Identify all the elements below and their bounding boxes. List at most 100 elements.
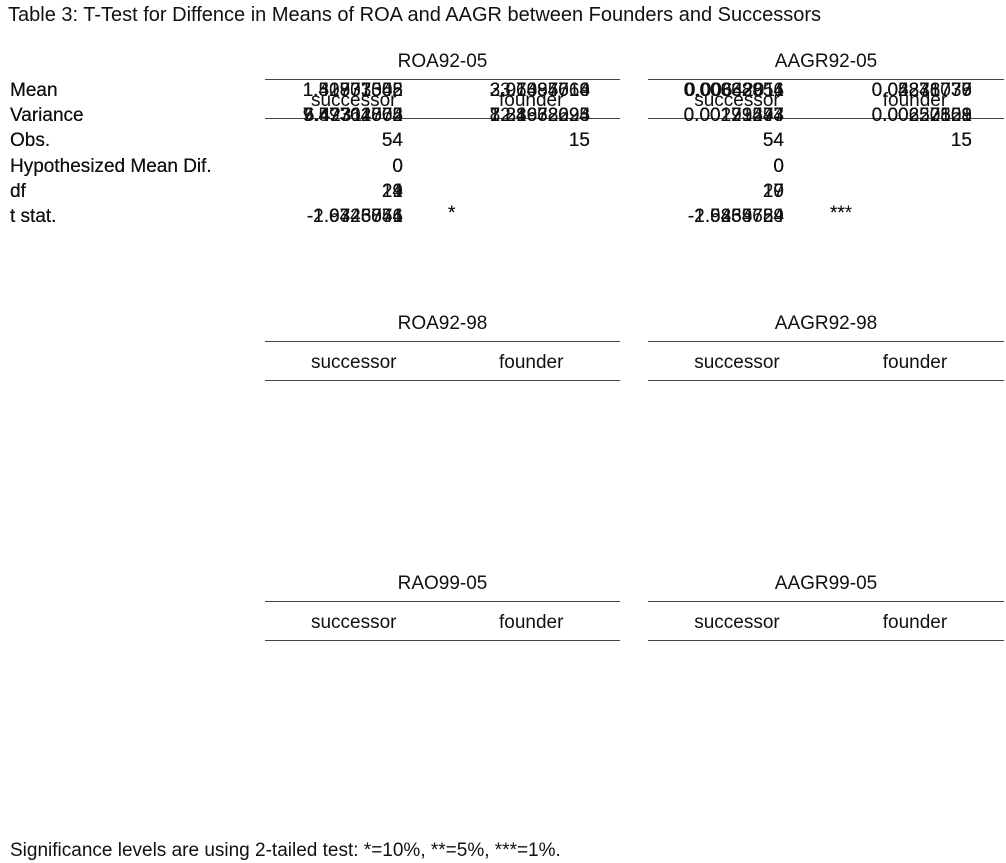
- row-label: t stat.: [10, 206, 57, 227]
- group-rule: [265, 601, 620, 602]
- cell-founder: 0.00252829: [871, 105, 972, 127]
- row-label: Hypothesized Mean Dif.: [10, 155, 212, 177]
- cell-successor: 0: [773, 155, 784, 177]
- cell-founder: 15: [950, 130, 972, 152]
- group-rule: [648, 341, 1004, 342]
- col-header-successor: successor: [694, 90, 780, 111]
- cell-founder: 3.06034066: [489, 80, 590, 101]
- cell-successor: 54: [762, 130, 784, 152]
- row-label: df: [10, 180, 26, 202]
- cell-successor: 0: [392, 155, 403, 177]
- cell-successor: 0.00368856: [683, 80, 784, 101]
- cell-successor: 1.32701058: [302, 80, 403, 101]
- row-label: t stat.: [10, 206, 57, 227]
- significance-stars: **: [830, 203, 845, 224]
- group-title: AAGR99-05: [774, 573, 878, 594]
- cell-founder: 2.97485714: [489, 80, 590, 101]
- cell-successor: 21: [381, 180, 403, 202]
- row-label: Variance: [10, 105, 84, 127]
- cell-successor: -2.6254724: [687, 206, 784, 227]
- cell-successor: 0.00642011: [685, 80, 784, 101]
- row-label: Obs.: [10, 130, 51, 152]
- col-header-founder: founder: [499, 90, 564, 111]
- row-label: t stat.: [10, 206, 57, 227]
- col-header-successor: successor: [310, 90, 397, 111]
- cell-successor: 0: [392, 155, 403, 177]
- cell-successor: 19: [381, 180, 403, 202]
- col-header-founder: founder: [882, 90, 948, 111]
- header-rule: [648, 380, 1004, 381]
- col-header-successor: successor: [310, 352, 397, 373]
- row-label: Mean: [10, 80, 58, 101]
- header-rule: [265, 640, 620, 641]
- col-header-successor: successor: [694, 612, 780, 633]
- cell-founder: 0.00220101: [871, 105, 972, 127]
- table-title: Table 3: T-Test for Diffence in Means of…: [8, 4, 822, 26]
- cell-successor: -2.0446071: [306, 206, 403, 227]
- cell-successor: 1.50973545: [302, 80, 403, 101]
- group-title: AAGR92-05: [774, 51, 878, 72]
- group-rule: [648, 601, 1004, 602]
- group-rule: [265, 79, 620, 80]
- cell-founder: 12.1672624: [489, 105, 590, 127]
- cell-successor: 6.42311075: [304, 105, 403, 127]
- cell-founder: 15: [568, 130, 590, 152]
- row-label: df: [10, 180, 26, 202]
- group-title: ROA92-05: [397, 51, 488, 72]
- group-title: ROA92-98: [397, 313, 488, 334]
- row-label: Variance: [10, 105, 84, 127]
- cell-successor: 54: [381, 130, 403, 152]
- cell-founder: 7.88968295: [489, 105, 590, 127]
- cell-founder: 15: [950, 130, 972, 152]
- row-label: Variance: [10, 105, 84, 127]
- cell-successor: 19: [762, 180, 784, 202]
- cell-successor: 1.41837302: [302, 80, 403, 101]
- cell-successor: 0.00271594: [683, 105, 784, 127]
- col-header-founder: founder: [882, 612, 948, 633]
- stat-block: ROA92-98 successor founder 1.32701058 9.5736…: [0, 80, 1006, 552]
- cell-founder: 3.1397619: [500, 80, 590, 101]
- row-label: Hypothesized Mean Dif.: [10, 155, 212, 177]
- cell-successor: -1.5435754: [687, 206, 784, 227]
- cell-founder: 0.05836777: [871, 80, 972, 101]
- cell-successor: 0: [392, 155, 403, 177]
- col-header-founder: founder: [499, 612, 564, 633]
- stat-block: RAO99-05 successor founder 1.50973545 7.4970…: [0, 80, 1006, 812]
- header-rule: [265, 118, 620, 119]
- cell-successor: 0.00129247: [683, 105, 784, 127]
- row-label: Mean: [10, 80, 58, 101]
- row-label: Mean: [10, 80, 58, 101]
- col-header-founder: founder: [499, 352, 564, 373]
- cell-successor: 7.49702704: [302, 105, 403, 127]
- cell-successor: 0.00193473: [683, 105, 784, 127]
- cell-successor: 0.00032954: [683, 80, 784, 101]
- cell-founder: 15: [950, 130, 972, 152]
- row-label: Obs.: [10, 130, 51, 152]
- cell-successor: -2.9869689: [687, 206, 784, 227]
- cell-successor: 17: [762, 180, 784, 202]
- cell-founder: 0.00657558: [871, 105, 972, 127]
- cell-founder: 15: [568, 130, 590, 152]
- row-label: Hypothesized Mean Dif.: [10, 155, 212, 177]
- cell-successor: 0: [773, 155, 784, 177]
- col-header-successor: successor: [694, 352, 780, 373]
- cell-founder: 0.02848736: [871, 80, 972, 101]
- group-title: RAO99-05: [397, 573, 488, 594]
- cell-successor: 54: [762, 130, 784, 152]
- row-label: Obs.: [10, 130, 51, 152]
- significance-stars: ***: [830, 203, 853, 224]
- group-rule: [265, 341, 620, 342]
- cell-successor: -1.9325746: [306, 206, 403, 227]
- cell-founder: 0.04271039: [871, 80, 972, 101]
- cell-successor: 9.57364862: [302, 105, 403, 127]
- cell-founder: 15: [568, 130, 590, 152]
- footnote: Significance levels are using 2-tailed t…: [10, 840, 561, 861]
- cell-successor: 20: [762, 180, 784, 202]
- cell-successor: 54: [762, 130, 784, 152]
- significance-stars: *: [448, 203, 456, 224]
- cell-successor: 24: [381, 180, 403, 202]
- cell-successor: 54: [381, 130, 403, 152]
- col-header-founder: founder: [882, 352, 948, 373]
- cell-successor: 54: [381, 130, 403, 152]
- cell-successor: 0: [773, 155, 784, 177]
